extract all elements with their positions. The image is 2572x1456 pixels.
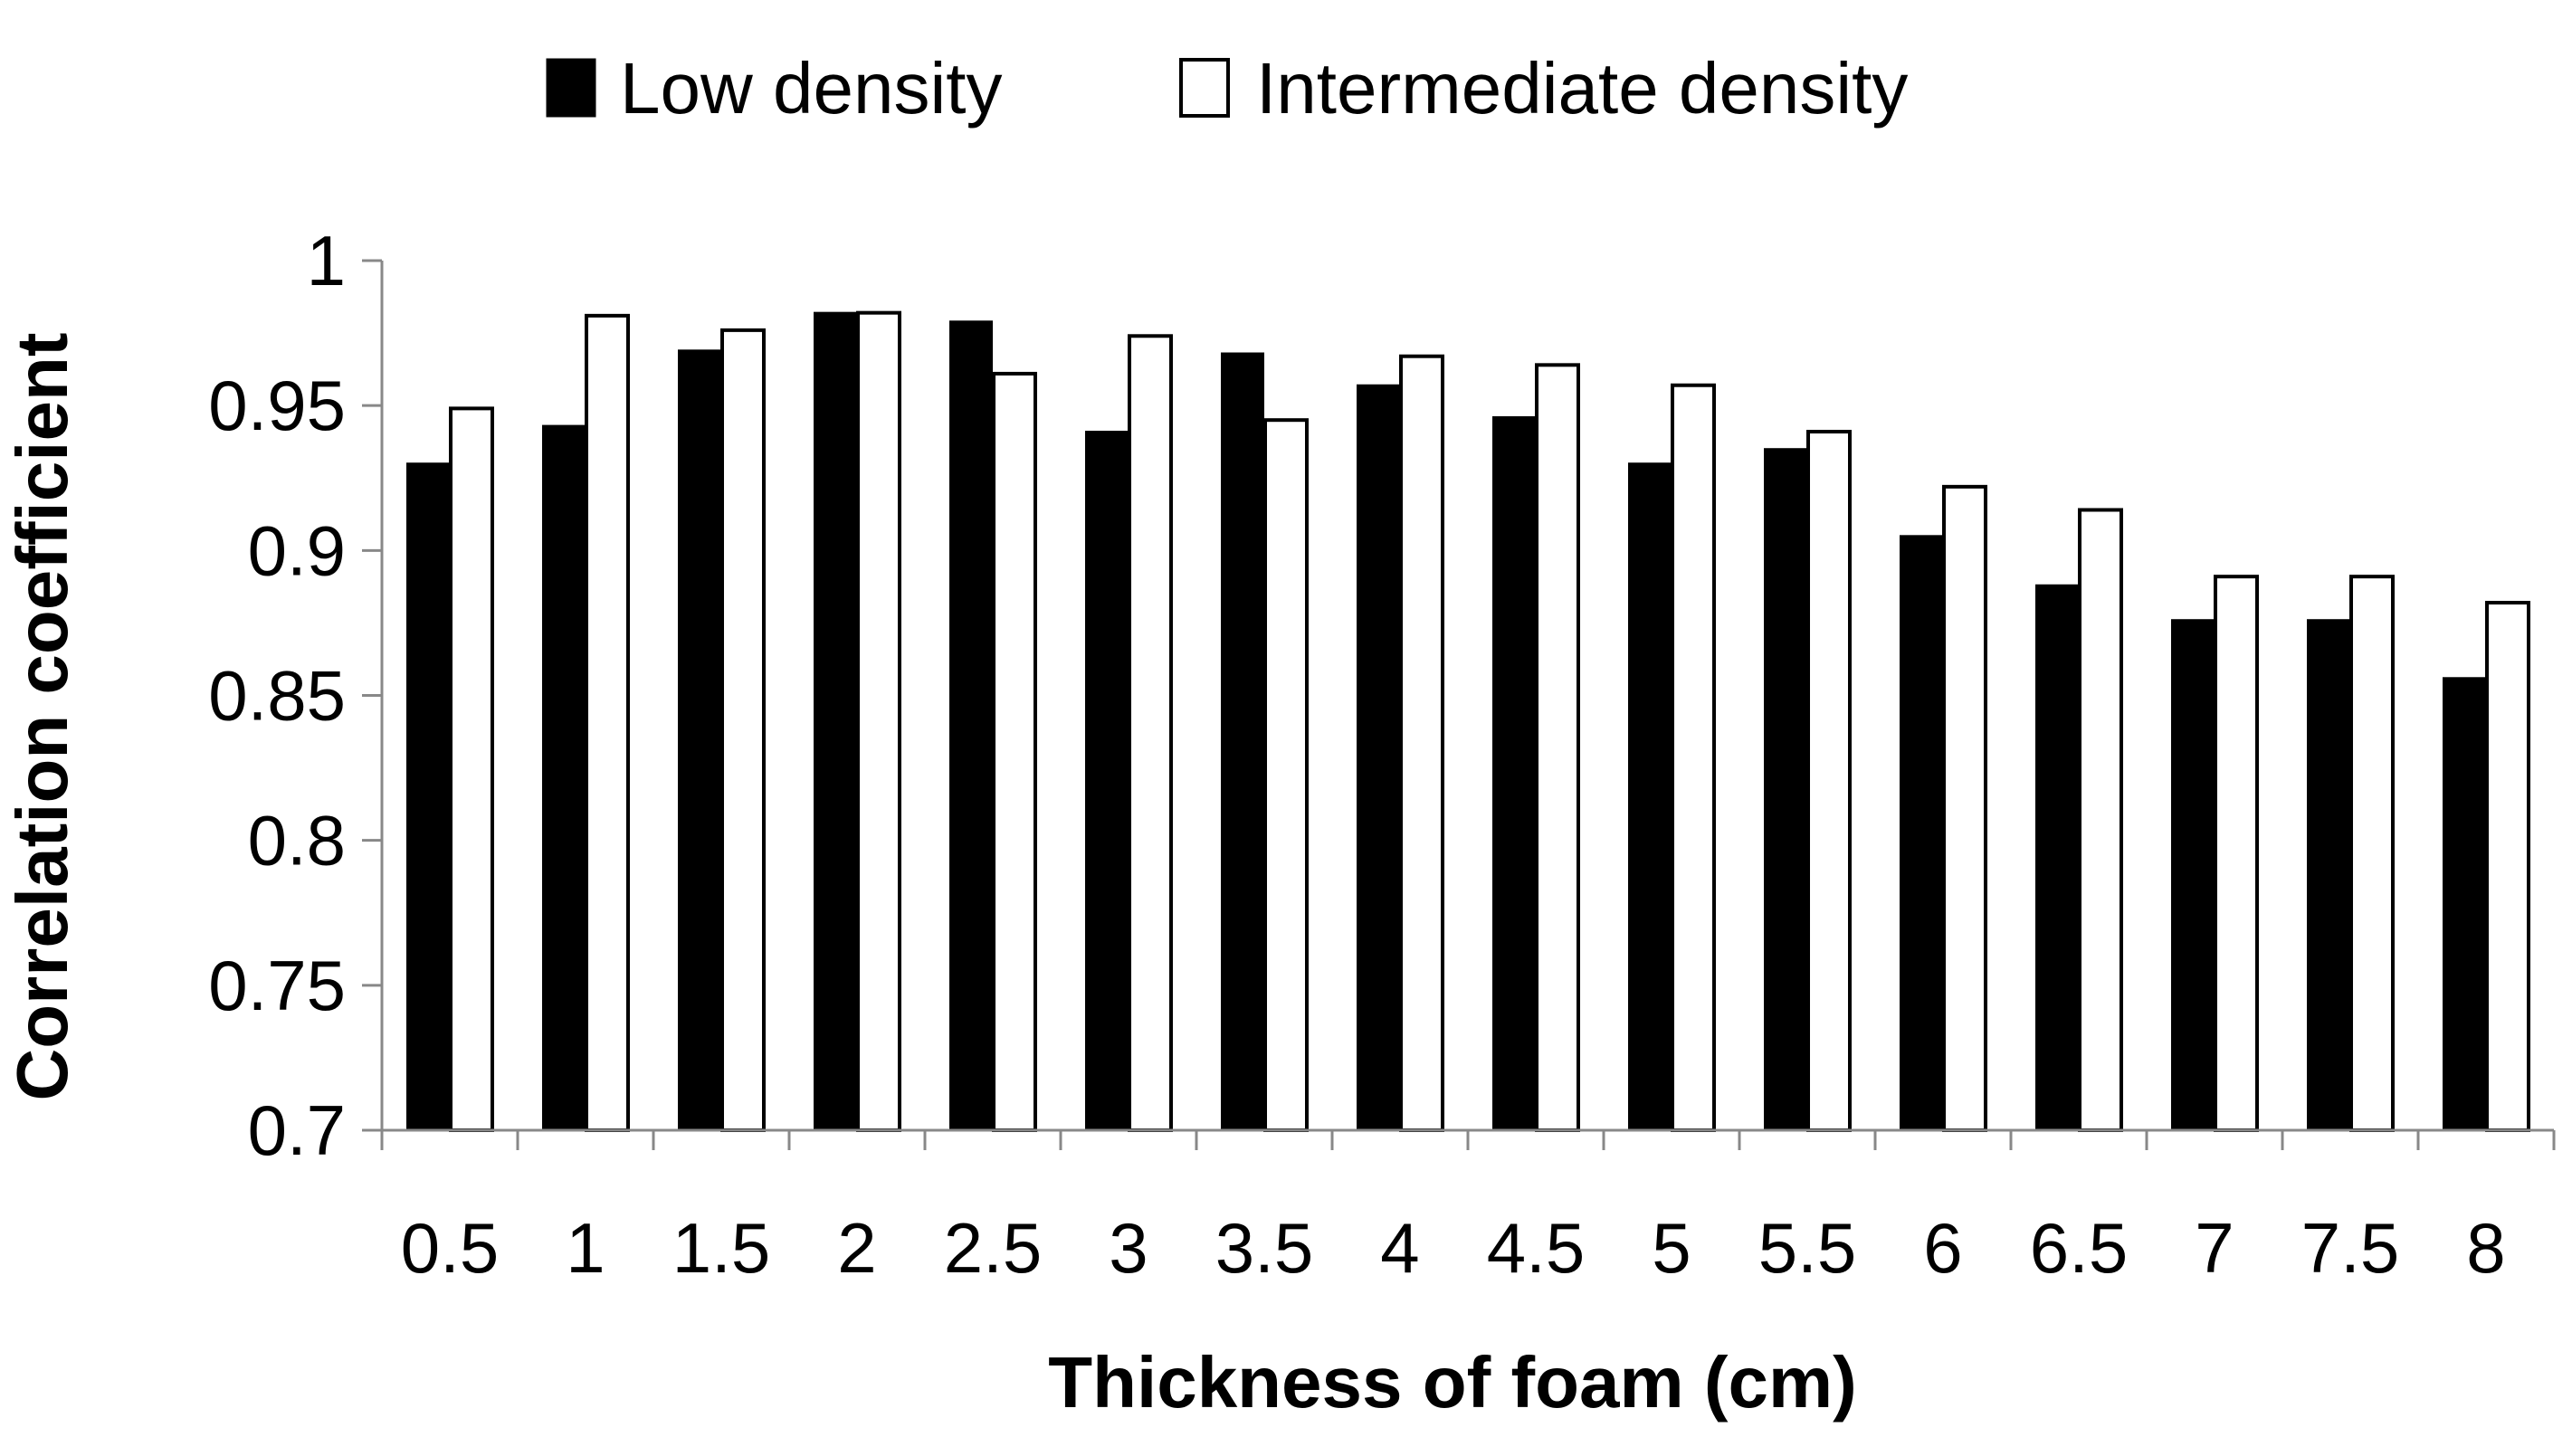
- bar-intermediate-density: [2214, 575, 2259, 1132]
- bar-low-density: [678, 349, 721, 1131]
- bar-low-density: [2307, 619, 2350, 1131]
- bar-intermediate-density: [992, 371, 1037, 1132]
- bar-intermediate-density: [1671, 383, 1716, 1132]
- legend: Low density Intermediate density: [546, 48, 1908, 128]
- bar-intermediate-density: [1128, 334, 1173, 1132]
- bar-low-density: [542, 424, 586, 1131]
- x-tick-label: 4: [1380, 1208, 1419, 1288]
- x-tick-label: 4.5: [1487, 1208, 1585, 1288]
- y-tick-label: 0.85: [208, 656, 346, 736]
- legend-swatch-low-density: [546, 58, 596, 118]
- x-tick-label: 7: [2195, 1208, 2234, 1288]
- bar-low-density: [1492, 415, 1536, 1132]
- legend-label-low-density: Low density: [620, 48, 1002, 128]
- y-tick-label: 0.9: [248, 510, 346, 590]
- y-tick-label: 0.7: [248, 1090, 346, 1170]
- y-tick-label: 0.75: [208, 946, 346, 1025]
- x-axis-ticks: 0.5 1 1.5 2 2.5 3 3.5 4 4.5 5 5.5 6 6.5 7 7.5 8: [380, 1130, 2556, 1288]
- bar-low-density: [1357, 384, 1400, 1131]
- bar-low-density: [2035, 584, 2079, 1131]
- bar-low-density: [1085, 430, 1129, 1132]
- x-tick-label: 8: [2466, 1208, 2505, 1288]
- bar-low-density: [814, 311, 857, 1132]
- y-tick-label: 0.8: [248, 801, 346, 880]
- bar-low-density: [1221, 352, 1264, 1131]
- bar-intermediate-density: [2349, 575, 2395, 1132]
- bar-intermediate-density: [1263, 418, 1309, 1132]
- bar-low-density: [2443, 677, 2486, 1132]
- bar-low-density: [1764, 448, 1807, 1131]
- bar-intermediate-density: [1535, 363, 1580, 1132]
- axes: [380, 261, 2554, 1132]
- bar-low-density: [949, 320, 993, 1131]
- x-tick-label: 7.5: [2301, 1208, 2399, 1288]
- bar-low-density: [406, 462, 450, 1131]
- bar-intermediate-density: [1399, 354, 1444, 1132]
- x-tick-label: 2.5: [944, 1208, 1042, 1288]
- bar-intermediate-density: [449, 406, 494, 1132]
- x-axis-title: Thickness of foam (cm): [1048, 1342, 1857, 1423]
- y-axis-title: Correlation coefficient: [2, 332, 82, 1100]
- bar-intermediate-density: [2078, 508, 2123, 1132]
- x-tick-label: 5.5: [1758, 1208, 1856, 1288]
- x-tick-label: 2: [837, 1208, 876, 1288]
- legend-label-intermediate-density: Intermediate density: [1256, 48, 1908, 128]
- x-tick-label: 1.5: [672, 1208, 770, 1288]
- bar-intermediate-density: [720, 328, 766, 1132]
- y-tick-label: 0.95: [208, 366, 346, 445]
- bar-low-density: [1628, 462, 1672, 1131]
- bar-intermediate-density: [1806, 429, 1852, 1133]
- x-tick-label: 3: [1109, 1208, 1148, 1288]
- y-axis-ticks: 0.7 0.75 0.8 0.85 0.9 0.95 1: [208, 221, 382, 1170]
- legend-swatch-intermediate-density: [1179, 58, 1230, 118]
- bars: [406, 310, 2530, 1133]
- x-tick-label: 1: [566, 1208, 605, 1288]
- bar-intermediate-density: [2485, 600, 2530, 1132]
- x-tick-label: 3.5: [1215, 1208, 1313, 1288]
- x-tick-label: 6: [1923, 1208, 1962, 1288]
- x-tick-label: 0.5: [401, 1208, 499, 1288]
- bar-intermediate-density: [856, 310, 901, 1133]
- bar-intermediate-density: [1942, 484, 1987, 1132]
- x-tick-label: 6.5: [2030, 1208, 2128, 1288]
- y-tick-label: 1: [307, 221, 346, 300]
- bar-low-density: [1900, 535, 1943, 1131]
- x-tick-label: 5: [1652, 1208, 1691, 1288]
- bar-low-density: [2171, 619, 2215, 1131]
- bar-intermediate-density: [585, 313, 630, 1132]
